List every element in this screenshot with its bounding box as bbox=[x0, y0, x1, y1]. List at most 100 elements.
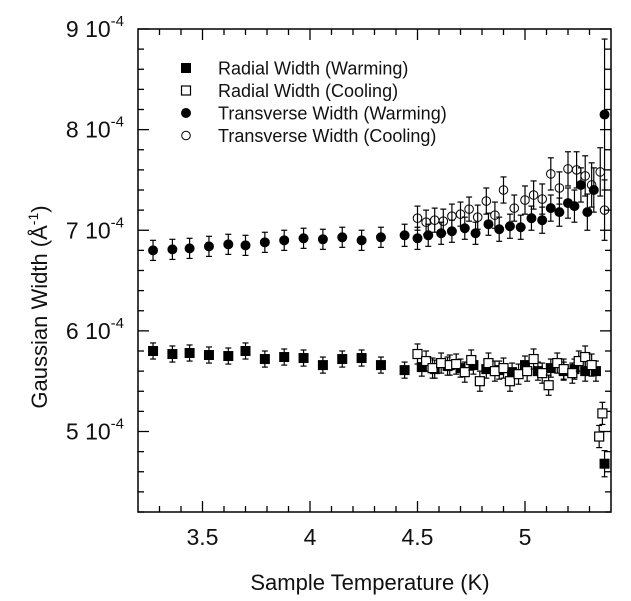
data-point bbox=[599, 458, 610, 469]
legend-label: Transverse Width (Cooling) bbox=[218, 126, 436, 146]
data-point bbox=[412, 233, 423, 244]
data-point bbox=[509, 203, 520, 213]
data-point bbox=[489, 366, 500, 377]
data-point bbox=[528, 353, 539, 365]
legend-label: Transverse Width (Warming) bbox=[218, 104, 447, 124]
data-point bbox=[203, 241, 214, 252]
data-point bbox=[421, 355, 432, 367]
data-point bbox=[594, 431, 605, 442]
series-3 bbox=[148, 38, 610, 262]
legend-marker bbox=[181, 63, 191, 73]
data-point bbox=[470, 228, 481, 239]
legend-label: Radial Width (Warming) bbox=[218, 59, 408, 79]
data-point bbox=[337, 232, 348, 243]
legend-item: Radial Width (Warming) bbox=[181, 59, 408, 79]
data-point bbox=[522, 366, 533, 377]
data-point bbox=[184, 348, 195, 359]
data-point bbox=[595, 167, 606, 177]
data-point bbox=[184, 243, 195, 254]
data-point bbox=[279, 352, 290, 363]
data-point bbox=[240, 240, 251, 251]
data-point bbox=[558, 364, 569, 375]
data-point bbox=[543, 380, 554, 391]
data-point bbox=[223, 351, 234, 362]
data-point bbox=[474, 376, 485, 387]
legend-marker bbox=[180, 85, 192, 96]
data-point bbox=[580, 351, 591, 363]
y-tick-label: 8 10-4 bbox=[66, 114, 124, 143]
data-point bbox=[317, 360, 328, 371]
data-point bbox=[481, 196, 492, 206]
y-axis-label: Gaussian Width (Å-1) bbox=[25, 205, 52, 408]
data-point bbox=[472, 212, 483, 222]
data-point bbox=[203, 350, 214, 361]
data-point bbox=[571, 165, 582, 175]
data-point bbox=[451, 358, 462, 370]
data-point bbox=[515, 222, 526, 233]
data-point bbox=[279, 235, 290, 246]
y-tick-label: 5 10-4 bbox=[66, 416, 124, 445]
data-point bbox=[569, 201, 580, 212]
data-point bbox=[504, 376, 516, 387]
data-point bbox=[599, 109, 610, 120]
data-point bbox=[427, 363, 438, 374]
data-point bbox=[148, 245, 159, 256]
legend-label: Radial Width (Cooling) bbox=[218, 81, 398, 101]
data-point bbox=[412, 348, 423, 360]
data-point bbox=[494, 224, 505, 235]
data-point bbox=[504, 221, 515, 232]
data-point bbox=[586, 180, 597, 190]
data-point bbox=[375, 232, 386, 243]
data-point bbox=[552, 357, 563, 369]
data-point bbox=[599, 205, 610, 215]
data-point bbox=[223, 239, 234, 250]
data-point bbox=[490, 210, 500, 220]
data-point bbox=[546, 169, 556, 179]
x-axis-label: Sample Temperature (K) bbox=[250, 570, 489, 595]
y-tick-label: 9 10-4 bbox=[66, 13, 124, 42]
legend-marker bbox=[181, 130, 191, 141]
series-4 bbox=[412, 147, 610, 241]
data-point bbox=[399, 365, 410, 376]
x-tick-label: 3.5 bbox=[187, 524, 219, 550]
data-point bbox=[588, 185, 599, 195]
data-point bbox=[167, 244, 178, 255]
data-point bbox=[528, 190, 539, 200]
data-point bbox=[498, 363, 509, 374]
legend-item: Transverse Width (Warming) bbox=[181, 104, 447, 124]
data-point bbox=[464, 204, 474, 214]
data-point bbox=[466, 354, 477, 366]
data-point bbox=[259, 354, 270, 365]
data-point bbox=[520, 195, 530, 205]
data-point bbox=[586, 359, 597, 371]
data-point bbox=[537, 215, 548, 226]
data-point bbox=[337, 354, 348, 365]
data-point bbox=[597, 408, 608, 419]
data-point bbox=[259, 237, 270, 248]
data-point bbox=[537, 368, 548, 379]
data-point bbox=[148, 346, 159, 356]
y-tick-label: 7 10-4 bbox=[66, 214, 124, 243]
data-point bbox=[438, 216, 449, 226]
y-tick-label: 6 10-4 bbox=[66, 315, 124, 344]
plot-frame bbox=[137, 28, 612, 513]
series-2 bbox=[412, 343, 608, 449]
data-point bbox=[375, 360, 386, 371]
x-tick-label: 4 bbox=[304, 524, 317, 550]
data-point bbox=[513, 369, 524, 380]
data-point bbox=[298, 353, 309, 364]
data-point bbox=[455, 209, 466, 219]
data-point bbox=[483, 219, 494, 230]
data-point bbox=[537, 194, 548, 204]
legend-marker bbox=[181, 108, 191, 118]
data-point bbox=[317, 234, 328, 245]
data-point bbox=[554, 207, 565, 218]
data-point bbox=[554, 183, 565, 193]
data-point bbox=[545, 203, 556, 214]
data-point bbox=[526, 213, 537, 224]
legend-item: Transverse Width (Cooling) bbox=[181, 126, 436, 146]
data-point bbox=[567, 368, 578, 379]
data-point bbox=[356, 235, 367, 246]
data-point bbox=[423, 230, 434, 241]
